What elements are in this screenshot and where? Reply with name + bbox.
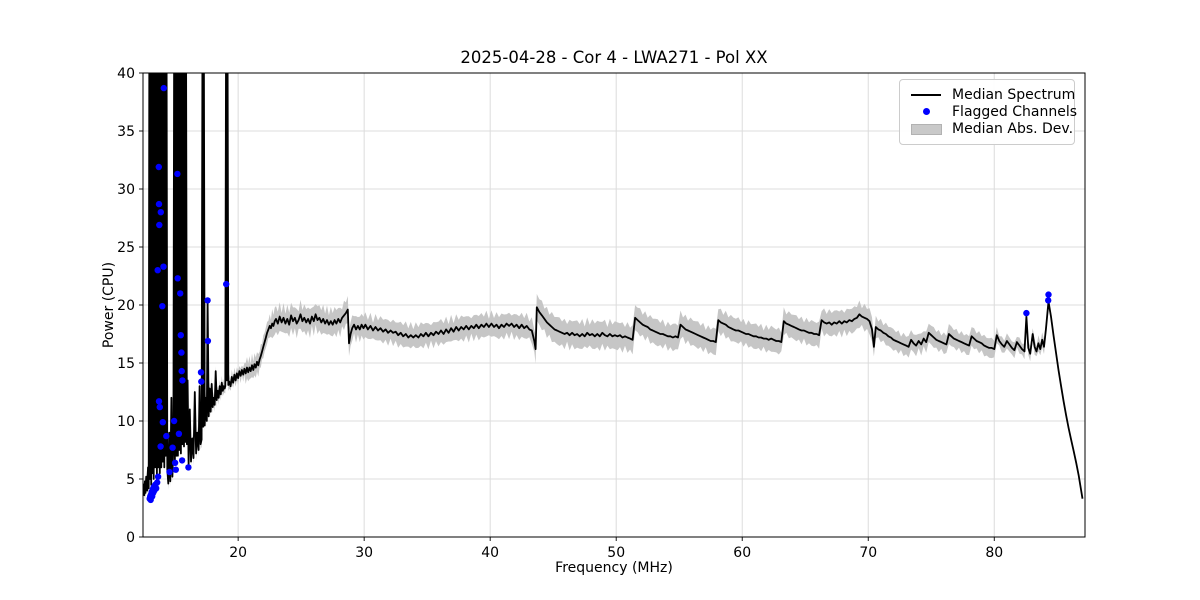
legend-item-flagged-channels: Flagged Channels <box>908 103 1077 120</box>
x-tick-label: 40 <box>481 545 499 561</box>
x-tick-label: 80 <box>985 545 1003 561</box>
y-tick-label: 0 <box>126 530 135 546</box>
y-tick-label: 10 <box>117 414 135 430</box>
x-tick-label: 60 <box>733 545 751 561</box>
y-tick-label: 25 <box>117 240 135 256</box>
chart-title: 2025-04-28 - Cor 4 - LWA271 - Pol XX <box>460 48 768 67</box>
x-axis-label: Frequency (MHz) <box>555 560 673 576</box>
y-tick-label: 20 <box>117 298 135 314</box>
axis-ticks <box>139 72 995 541</box>
y-tick-label: 30 <box>117 182 135 198</box>
legend-item-median-spectrum: Median Spectrum <box>908 86 1075 103</box>
y-tick-label: 35 <box>117 124 135 140</box>
x-tick-label: 50 <box>607 545 625 561</box>
legend-label: Median Abs. Dev. <box>952 121 1074 138</box>
y-axis-label: Power (CPU) <box>101 261 117 349</box>
y-tick-label: 5 <box>126 472 135 488</box>
legend: Median Spectrum Flagged Channels Median … <box>899 79 1077 145</box>
x-tick-label: 70 <box>859 545 877 561</box>
legend-label: Flagged Channels <box>952 103 1078 120</box>
x-tick-label: 20 <box>229 545 247 561</box>
flagged-channel-dots <box>146 84 1052 504</box>
x-tick-label: 30 <box>355 545 373 561</box>
median-spectrum-line <box>143 73 1084 499</box>
line-swatch-icon <box>908 93 944 96</box>
patch-swatch-icon <box>908 123 944 135</box>
y-tick-label: 40 <box>117 66 135 82</box>
dot-swatch-icon <box>908 108 944 116</box>
legend-item-median-abs-dev: Median Abs. Dev. <box>908 121 1073 138</box>
legend-label: Median Spectrum <box>952 86 1076 103</box>
tick-labels: 20 30 40 50 60 70 80 0 5 10 15 20 25 30 35 40 <box>117 66 1003 561</box>
y-tick-label: 15 <box>117 356 135 372</box>
